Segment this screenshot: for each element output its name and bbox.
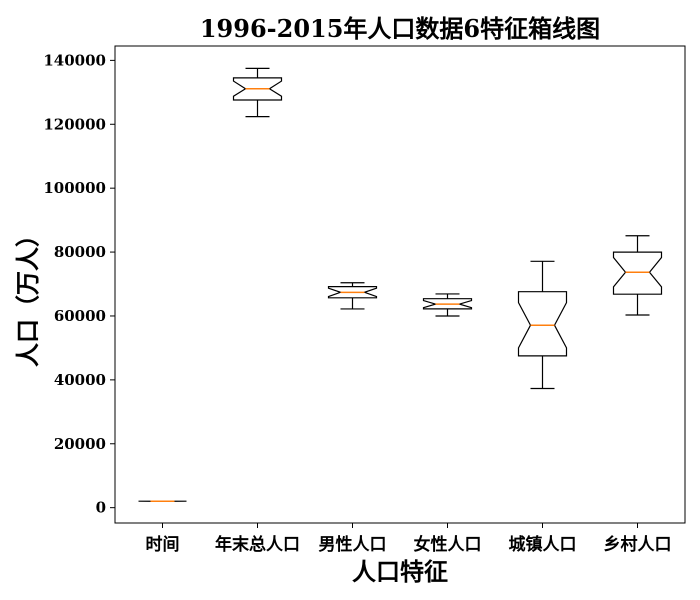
box-series [138,67,663,503]
box-4 [422,293,473,317]
y-tick-label: 80000 [54,243,106,261]
x-tick-label: 女性人口 [414,534,482,555]
y-axis-title: 人口（万人） [14,223,42,367]
y-tick-label: 140000 [43,51,106,69]
y-tick-label: 20000 [54,435,106,453]
box-6 [612,235,663,316]
x-axis-title: 人口特征 [352,558,448,586]
box-body [517,291,568,357]
x-tick-label: 城镇人口 [509,534,577,555]
x-tick-label: 男性人口 [319,534,387,555]
x-tick-label: 乡村人口 [604,534,672,555]
y-tick-label: 100000 [43,179,106,197]
y-tick-label: 60000 [54,307,106,325]
box-body [612,251,663,295]
box-2 [232,67,283,118]
box-body [232,77,283,101]
y-tick-label: 40000 [54,371,106,389]
box-3 [327,282,378,310]
y-axis: 0 20000 40000 60000 80000 100000 120000 140000 [43,51,115,517]
y-tick-label: 0 [96,499,106,517]
plot-area [114,45,686,524]
box-body [327,286,378,299]
x-tick-label: 年末总人口 [215,534,300,555]
y-tick-label: 120000 [43,115,106,133]
box-body [422,298,473,310]
box-5 [517,260,568,390]
x-axis: 时间 年末总人口 男性人口 女性人口 城镇人口 乡村人口 [146,523,672,555]
x-tick-label: 时间 [146,534,180,555]
chart-title: 1996-2015年人口数据6特征箱线图 [200,14,600,43]
